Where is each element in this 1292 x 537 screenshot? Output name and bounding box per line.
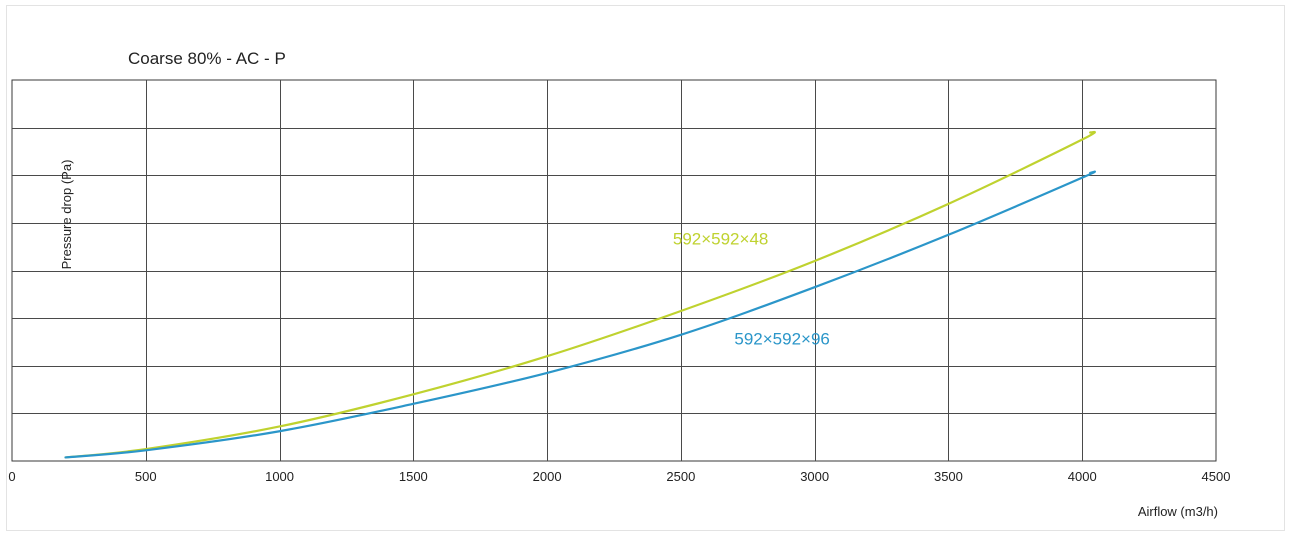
pressure-drop-chart: 0500100015002000250030003500400045000204… — [8, 49, 1231, 519]
axes: 0500100015002000250030003500400045000204… — [8, 469, 1231, 484]
chart-title: Coarse 80% - AC - P — [128, 49, 286, 68]
x-tick-label: 4000 — [1068, 469, 1097, 484]
x-tick-label: 1000 — [265, 469, 294, 484]
x-tick-label: 3000 — [800, 469, 829, 484]
y-axis-label: Pressure drop (Pa) — [59, 160, 74, 270]
x-tick-label: 2000 — [533, 469, 562, 484]
x-tick-label: 500 — [135, 469, 157, 484]
x-tick-label: 1500 — [399, 469, 428, 484]
series-line-1 — [64, 130, 1096, 459]
x-axis-label: Airflow (m3/h) — [1138, 504, 1218, 519]
plot-border — [11, 79, 1217, 462]
chart-frame: 0500100015002000250030003500400045000204… — [6, 5, 1285, 531]
series-label-1: 592×592×48 — [673, 229, 769, 248]
x-tick-label: 3500 — [934, 469, 963, 484]
x-tick-label: 4500 — [1202, 469, 1231, 484]
x-tick-label: 0 — [8, 469, 15, 484]
x-tick-label: 2500 — [666, 469, 695, 484]
series-label-2: 592×592×96 — [734, 329, 830, 348]
series-group — [64, 130, 1096, 459]
grid-lines — [11, 79, 1217, 462]
labels-group: Coarse 80% - AC - P Airflow (m3/h) Pressur… — [59, 49, 1218, 519]
series-line-2 — [64, 170, 1096, 459]
